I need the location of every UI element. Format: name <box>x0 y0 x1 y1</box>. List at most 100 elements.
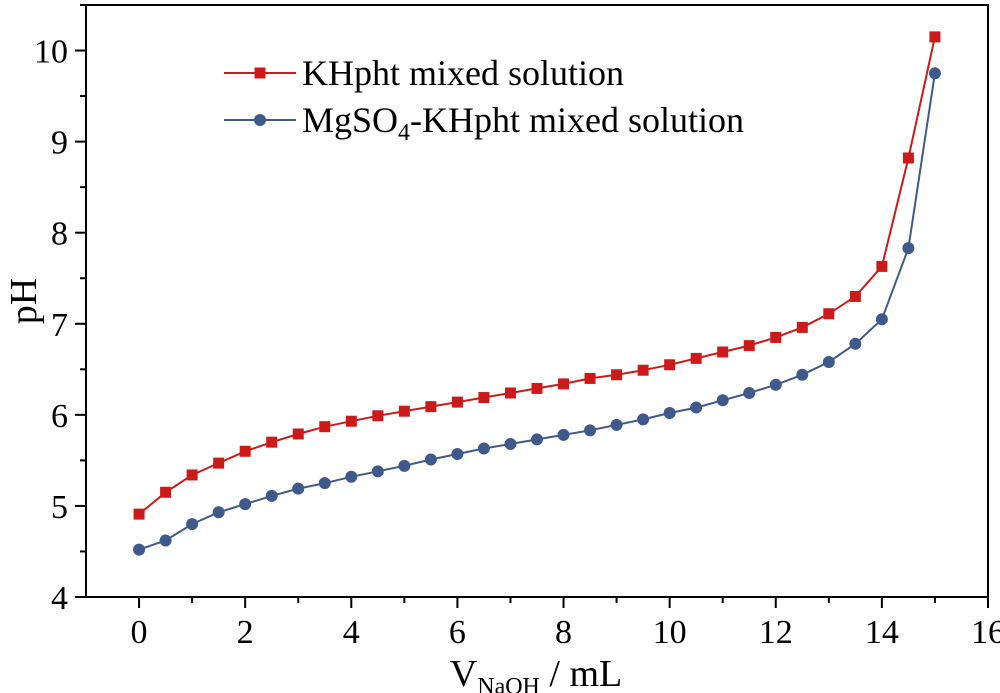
legend: KHpht mixed solution MgSO4-KHpht mixed so… <box>224 53 744 146</box>
data-point-circle <box>186 518 199 531</box>
data-point-circle <box>690 401 703 414</box>
data-point-circle <box>822 356 835 369</box>
x-axis-title-rest: / mL <box>540 653 622 693</box>
x-tick-label: 2 <box>237 614 254 651</box>
data-point-circle <box>902 242 915 255</box>
data-point-circle <box>637 413 650 426</box>
x-axis-title-main: V <box>450 653 478 693</box>
series-2 <box>133 67 941 556</box>
data-point-square <box>770 331 782 343</box>
data-point-square <box>796 321 808 333</box>
data-point-circle <box>796 368 809 381</box>
data-point-circle <box>212 506 225 519</box>
legend-label-subscript: 4 <box>398 120 410 146</box>
legend-label-main: MgSO <box>302 100 398 140</box>
plot-area: 0 2 4 6 8 10 12 14 16 4 5 6 7 8 9 10 <box>34 4 1000 651</box>
x-tick-label: 10 <box>653 614 687 651</box>
y-tick-label: 7 <box>51 307 68 344</box>
data-point-square <box>266 436 278 448</box>
data-point-circle <box>345 470 358 483</box>
data-point-square <box>186 469 198 481</box>
data-point-square <box>902 152 914 164</box>
legend-marker-square <box>254 67 266 79</box>
data-point-circle <box>928 67 941 80</box>
data-point-square <box>372 410 384 422</box>
data-point-circle <box>504 437 517 450</box>
y-tick-label: 6 <box>51 398 68 435</box>
y-tick-label: 10 <box>34 34 68 71</box>
data-point-square <box>743 340 755 352</box>
data-point-circle <box>584 424 597 437</box>
series-line <box>138 73 936 551</box>
data-point-square <box>929 31 941 43</box>
legend-item-2: MgSO4-KHpht mixed solution <box>224 100 744 146</box>
data-point-square <box>239 445 251 457</box>
data-point-circle <box>531 433 543 446</box>
y-tick-label: 8 <box>51 216 68 253</box>
data-point-circle <box>875 313 888 326</box>
series-layer <box>133 31 941 556</box>
x-tick-label: 0 <box>131 614 148 651</box>
plot-frame <box>85 4 989 598</box>
data-point-circle <box>239 498 252 511</box>
x-tick-label: 16 <box>971 614 1000 651</box>
data-point-square <box>558 378 570 390</box>
data-point-circle <box>557 428 570 441</box>
y-tick-label: 9 <box>51 125 68 162</box>
x-tick-label: 8 <box>555 614 572 651</box>
data-point-circle <box>451 448 464 461</box>
x-tick-label: 6 <box>449 614 466 651</box>
data-point-circle <box>477 442 490 455</box>
data-point-circle <box>292 482 305 495</box>
data-point-square <box>451 396 463 408</box>
data-point-circle <box>265 489 278 502</box>
legend-marker-circle <box>254 114 266 126</box>
data-point-square <box>849 290 861 302</box>
data-point-square <box>319 421 331 433</box>
legend-label-main: KHpht mixed solution <box>302 53 624 93</box>
data-point-circle <box>371 465 384 478</box>
data-point-circle <box>716 394 729 407</box>
data-point-square <box>504 387 516 399</box>
data-point-square <box>213 457 225 469</box>
x-tick-label: 12 <box>759 614 793 651</box>
legend-label-rest: -KHpht mixed solution <box>410 100 744 140</box>
x-tick-label: 4 <box>343 614 360 651</box>
x-axis-title-subscript: NaOH <box>477 674 540 693</box>
x-axis-title: VNaOH / mL <box>450 653 622 693</box>
data-point-circle <box>159 534 172 547</box>
data-point-square <box>425 401 437 413</box>
data-point-square <box>690 352 702 364</box>
data-point-square <box>584 372 596 384</box>
axis-titles: VNaOH / mL pH <box>3 278 622 693</box>
x-tick-label: 14 <box>865 614 899 651</box>
data-point-circle <box>769 378 782 391</box>
data-point-circle <box>610 418 623 431</box>
data-point-circle <box>398 459 411 472</box>
data-point-square <box>717 346 729 358</box>
series-1 <box>133 31 941 520</box>
legend-label: KHpht mixed solution <box>302 53 624 93</box>
data-point-square <box>292 428 304 440</box>
data-point-circle <box>318 477 331 490</box>
y-tick-label: 4 <box>51 580 68 617</box>
data-point-circle <box>424 453 437 466</box>
y-axis-title: pH <box>3 278 45 324</box>
data-point-square <box>398 405 410 417</box>
data-point-square <box>664 359 676 371</box>
data-point-square <box>531 382 543 394</box>
data-point-square <box>160 486 172 498</box>
legend-label: MgSO4-KHpht mixed solution <box>302 100 744 146</box>
y-tick-label: 5 <box>51 489 68 526</box>
data-point-circle <box>849 337 862 350</box>
data-point-square <box>345 415 357 427</box>
data-point-square <box>823 308 835 320</box>
data-point-circle <box>743 386 756 399</box>
data-point-square <box>637 364 649 376</box>
data-point-square <box>876 260 888 272</box>
data-point-square <box>611 369 623 381</box>
data-point-circle <box>133 543 146 556</box>
data-point-circle <box>663 407 676 420</box>
legend-item-1: KHpht mixed solution <box>224 53 624 93</box>
